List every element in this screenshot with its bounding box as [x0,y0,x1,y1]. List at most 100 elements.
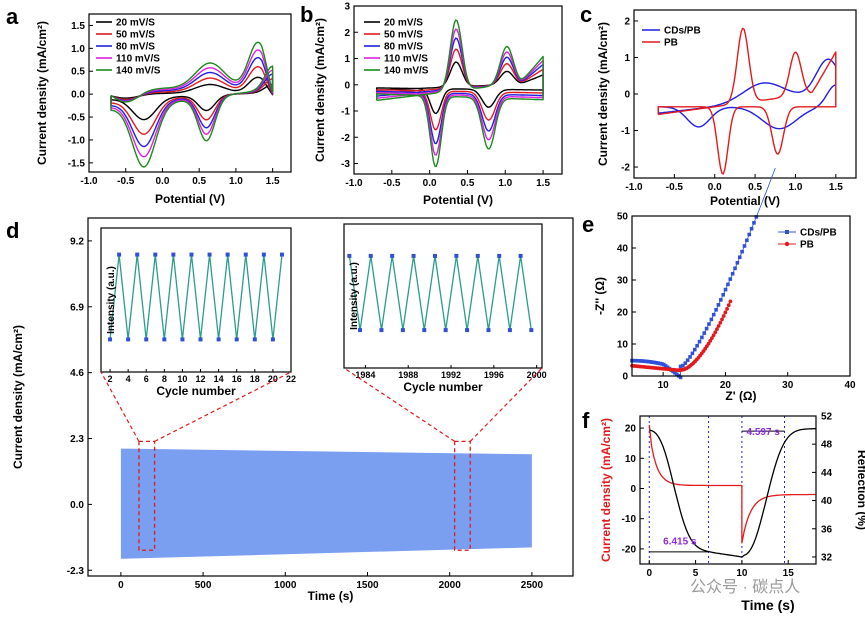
chart-c-ytick-label-3: 1 [624,53,630,64]
chart-a-xtick-label-4: 1.0 [229,176,243,187]
chart-a-legend-label-4: 140 mV/S [116,66,161,77]
chart-f-right-ytick-label-5: 52 [821,412,833,423]
chart-d-ytick-label-2: 2.3 [70,434,84,445]
chart-c-ytick-label-4: 2 [624,16,630,27]
chart-e-series-0-point-8 [645,359,649,364]
chart-e-series-0-point-42 [714,307,718,312]
chart-e-series-0-point-2 [633,358,638,363]
chart-d-xtick-label-0: 0 [118,580,124,591]
chart-a-legend-label-2: 80 mV/S [116,42,155,53]
chart-c-ylabel: Current density (mA/cm²) [596,22,610,166]
chart-d-inset-0-point-15 [243,252,248,257]
chart-d-inset-1-point-15 [507,328,512,333]
chart-f-right-ytick-label-0: 32 [821,552,833,563]
chart-a-ytick-label-2: -0.5 [68,113,86,124]
chart-d-inset-1-line [348,255,532,331]
chart-e-xtick-label-1: 20 [720,380,732,391]
chart-d-inset-0-point-9 [189,252,194,257]
chart-e-series-0-point-49 [730,271,735,276]
chart-f-annotation-1: 4.597 s [747,427,781,438]
chart-d-inset-0-xtick-label-9: 20 [268,374,278,384]
chart-d-inset-0-point-3 [135,252,140,257]
chart-d-inset-0-point-19 [279,252,284,257]
chart-e-series-0-point-17 [661,362,666,367]
chart-d-inset-1-point-8 [432,253,437,258]
chart-d-inset-0-point-5 [153,252,158,257]
chart-d-inset-0-line [109,253,283,341]
chart-b-xtick-label-3: 0.5 [461,178,475,189]
chart-a-xlabel: Potential (V) [155,192,225,206]
chart-e-series-0-point-29 [683,361,688,365]
chart-e-series-0-point-12 [652,360,657,365]
chart-f-ylabel: Current density (mA/cm²) [599,418,613,562]
chart-d-inset-0-xtick-label-8: 18 [250,374,260,384]
chart-d-inset-0-point-12 [216,337,221,342]
chart-e-series-1-point-47 [715,327,719,332]
chart-c-xtick-label-3: 0.5 [748,182,762,193]
chart-a-ylabel: Current density (mA/cm²) [35,21,49,165]
chart-c-ytick-label-1: -1 [621,126,630,137]
panel-letter-a: a [6,4,19,29]
chart-d-inset-1-point-16 [518,253,523,258]
chart-e-series-0-point-53 [740,249,744,254]
chart-e-series-0-point-41 [711,312,716,317]
chart-d-connector-0 [100,371,140,442]
chart-d-inset-0-point-4 [144,337,149,342]
chart-d-selection-box-1 [453,440,471,551]
chart-d-inset-1-point-1 [358,328,363,333]
chart-d-inset-0-point-7 [171,252,176,257]
chart-d-connector-3 [469,367,543,442]
panel-letter-f: f [582,408,590,433]
chart-d-inset-1-point-4 [390,253,395,258]
chart-d-ytick-label-4: 6.9 [70,302,84,313]
chart-e-series-0-point-50 [733,266,737,271]
chart-b-xtick-label-1: -0.5 [383,178,401,189]
chart-c-xtick-label-0: -1.0 [625,182,643,193]
chart-e-legend-marker-1 [784,241,790,247]
chart-e-series-0-point-13 [654,361,659,365]
chart-d-inset-1-xtick-label-4: 2000 [527,370,547,380]
chart-d-ytick-label-0: -2.3 [67,566,85,577]
chart-a-legend-label-3: 110 mV/S [116,54,160,65]
panel-letter-b: b [300,2,313,27]
chart-d-inset-0-xtick-label-10: 22 [286,374,296,384]
chart-d-inset-0-ylabel: Intensity (a.u.) [106,266,117,334]
chart-d-inset-0-point-16 [252,337,257,342]
chart-e-series-0-point-43 [716,303,721,307]
chart-c-xlabel: Potential (V) [710,194,780,208]
chart-f-xtick-label-2: 10 [736,568,748,579]
chart-b-legend-label-2: 80 mV/S [384,42,423,53]
chart-e-series-0-point-14 [656,361,660,365]
chart-e-series-1-point-50 [720,317,724,322]
chart-f-xtick-label-0: 0 [646,568,652,579]
chart-e-series-0-point-58 [752,221,756,225]
chart-e-series-0-point-11 [650,360,655,364]
chart-a-ytick-label-5: 1.0 [71,44,85,55]
chart-e-series-0-point-16 [660,362,664,366]
chart-f-right-ytick-label-3: 44 [821,468,833,479]
chart-e-xtick-label-2: 30 [782,380,794,391]
chart-f-ylabel2: Reflection (%) [855,450,865,530]
chart-e-series-1-point-53 [725,306,729,311]
chart-d-inset-0-point-18 [270,337,275,342]
chart-a-xtick-label-3: 0.5 [192,176,206,187]
chart-e-series-0-point-5 [639,359,644,363]
chart-b-xtick-label-4: 1.0 [498,178,512,189]
chart-b-ylabel: Current density (mA/cm²) [313,18,327,162]
chart-e-ytick-label-4: 40 [617,244,629,255]
chart-e-series-0-point-56 [747,232,752,237]
chart-d-inset-1-point-2 [368,253,373,258]
chart-e-series-0-point-54 [742,244,747,248]
chart-d-inset-0-point-6 [162,337,167,342]
chart-d-inset-1-ylabel: Intensity (a.u.) [349,262,360,330]
chart-d-inset-0-xtick-label-7: 16 [232,374,242,384]
chart-b-ytick-label-1: -2 [341,133,350,144]
chart-c-xtick-label-1: -0.5 [666,182,684,193]
chart-e-series-0-point-32 [690,351,695,356]
chart-d-inset-0-point-17 [261,252,266,257]
chart-c-series-0 [657,58,837,130]
chart-c-series-1 [657,27,837,175]
chart-e-series-0-point-34 [695,343,699,348]
chart-a-ytick-label-4: 0.5 [71,67,85,78]
chart-d-inset-1-xlabel: Cycle number [403,380,483,394]
